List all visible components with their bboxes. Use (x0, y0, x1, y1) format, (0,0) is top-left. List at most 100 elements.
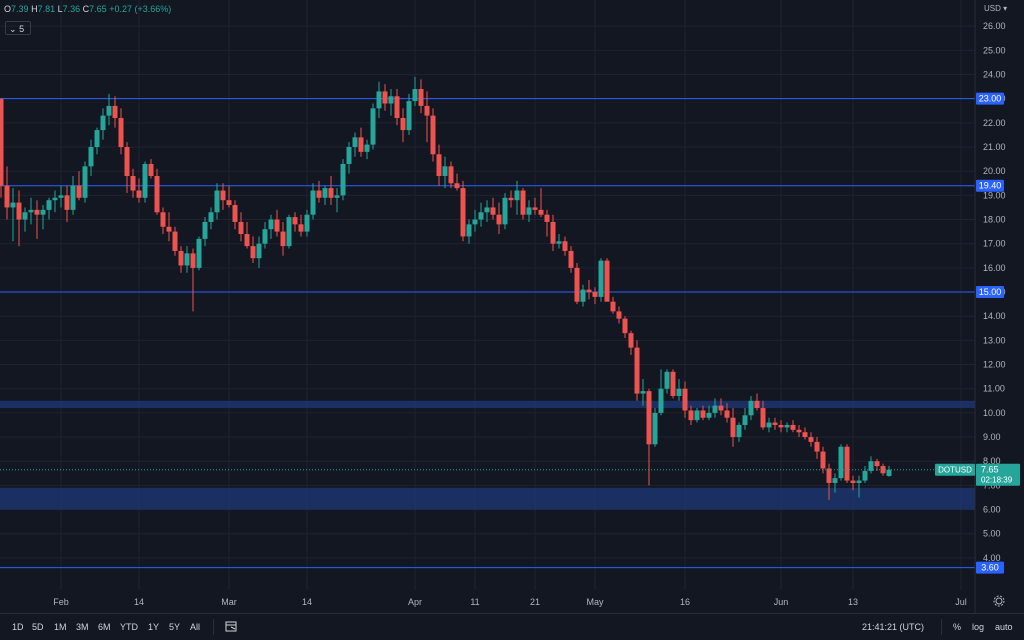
y-tick-label: 25.00 (983, 45, 1006, 55)
candle-body (616, 311, 622, 319)
candle-body (514, 190, 520, 201)
candle-body (706, 412, 712, 418)
level-tag (976, 92, 1004, 105)
high-value: 7.81 (37, 4, 56, 14)
bar-countdown: 02:18:39 (981, 476, 1013, 485)
candle-body (664, 371, 670, 389)
candle-body (610, 301, 616, 312)
candle-body (808, 437, 814, 442)
candle-body (70, 185, 76, 210)
y-tick-label: 12.00 (983, 360, 1006, 370)
candle-body (796, 429, 802, 433)
candle-body (292, 217, 298, 225)
candle-body (88, 147, 94, 167)
open-value: 7.39 (11, 4, 29, 14)
range-5y[interactable]: 5Y (169, 622, 181, 632)
date-range-icon[interactable] (225, 620, 238, 633)
support-resistance-zones (0, 400, 975, 510)
candle-body (496, 214, 502, 225)
candle-body (580, 289, 586, 302)
candle-body (106, 105, 112, 116)
candle-body (646, 391, 652, 445)
candle-body (340, 163, 346, 196)
y-tick-label: 19.00 (983, 190, 1006, 200)
horizontal-levels[interactable] (0, 98, 975, 569)
candle-body (874, 461, 880, 467)
range-all[interactable]: All (190, 622, 201, 632)
candle-body (718, 405, 724, 411)
candle-body (490, 207, 496, 215)
range-5d[interactable]: 5D (32, 622, 44, 632)
candle-body (820, 451, 826, 469)
candle-body (334, 195, 340, 198)
candle-body (478, 212, 484, 220)
candle-body (868, 461, 874, 471)
auto-toggle[interactable]: auto (995, 622, 1013, 632)
candle-body (736, 424, 742, 438)
candle-body (688, 410, 694, 421)
candle-body (604, 260, 610, 302)
range-3m[interactable]: 3M (76, 622, 89, 632)
level-tag (976, 561, 1004, 574)
candle-body (880, 466, 886, 474)
candle-body (10, 202, 16, 208)
candle-body (286, 217, 292, 247)
candle-body (94, 130, 100, 148)
clock-time[interactable]: 21:41:21 (UTC) (862, 622, 925, 632)
candle-body (298, 224, 304, 232)
y-tick-label: 4.00 (983, 553, 1001, 563)
candle-body (244, 234, 250, 247)
candle-body (178, 250, 184, 266)
x-tick-label: Feb (53, 597, 69, 607)
currency-label[interactable]: USD ▾ (984, 4, 1007, 13)
range-6m[interactable]: 6M (98, 622, 111, 632)
candle-body (100, 115, 106, 131)
candle-body (76, 185, 82, 198)
range-ytd[interactable]: YTD (120, 622, 138, 632)
chevron-down-icon: ⌄ (9, 24, 17, 34)
candle-body (622, 318, 628, 334)
log-toggle[interactable]: log (972, 622, 985, 632)
candle-body (658, 388, 664, 413)
candle-body (418, 89, 424, 106)
candle-body (748, 400, 754, 416)
y-tick-label: 24.00 (983, 70, 1006, 80)
candle-body (130, 176, 136, 191)
level-tag-label: 15.00 (979, 287, 1002, 297)
candle-body (238, 221, 244, 235)
candle-body (826, 468, 832, 483)
percent-toggle[interactable]: % (953, 622, 962, 632)
low-value: 7.36 (62, 4, 81, 14)
y-tick-label: 17.00 (983, 239, 1006, 249)
price-zone (0, 487, 975, 510)
indicators-toggle[interactable]: ⌄ 5 (5, 21, 31, 35)
close-label: C (82, 4, 90, 14)
candle-body (124, 147, 130, 177)
candle-body (328, 188, 334, 198)
x-tick-label: 14 (134, 597, 144, 607)
y-tick-label: 16.00 (983, 263, 1006, 273)
candle-body (730, 417, 736, 438)
y-tick-label: 13.00 (983, 335, 1006, 345)
indicator-count: 5 (19, 24, 25, 34)
price-chart[interactable]: 4.005.006.007.008.009.0010.0011.0012.001… (0, 0, 1024, 613)
x-tick-label: 14 (302, 597, 312, 607)
candle-body (442, 166, 448, 177)
candle-body (310, 190, 316, 215)
candle-body (322, 188, 328, 198)
range-1m[interactable]: 1M (54, 622, 67, 632)
candle-body (742, 415, 748, 425)
candle-body (232, 205, 238, 222)
candle-body (784, 424, 790, 428)
candle-body (148, 163, 154, 177)
settings-gear-icon[interactable] (993, 595, 1005, 607)
time-axis[interactable]: Feb 14 Mar 14 Apr 11 21 May 16 Jun 13 Jul (53, 597, 967, 607)
range-1d[interactable]: 1D (12, 622, 24, 632)
range-1y[interactable]: 1Y (148, 622, 160, 632)
candle-body (28, 209, 34, 213)
candle-body (556, 241, 562, 244)
chevron-down-icon: ▾ (1003, 4, 1008, 13)
candle-body (838, 446, 844, 479)
candle-body (592, 292, 598, 297)
candle-body (766, 422, 772, 428)
